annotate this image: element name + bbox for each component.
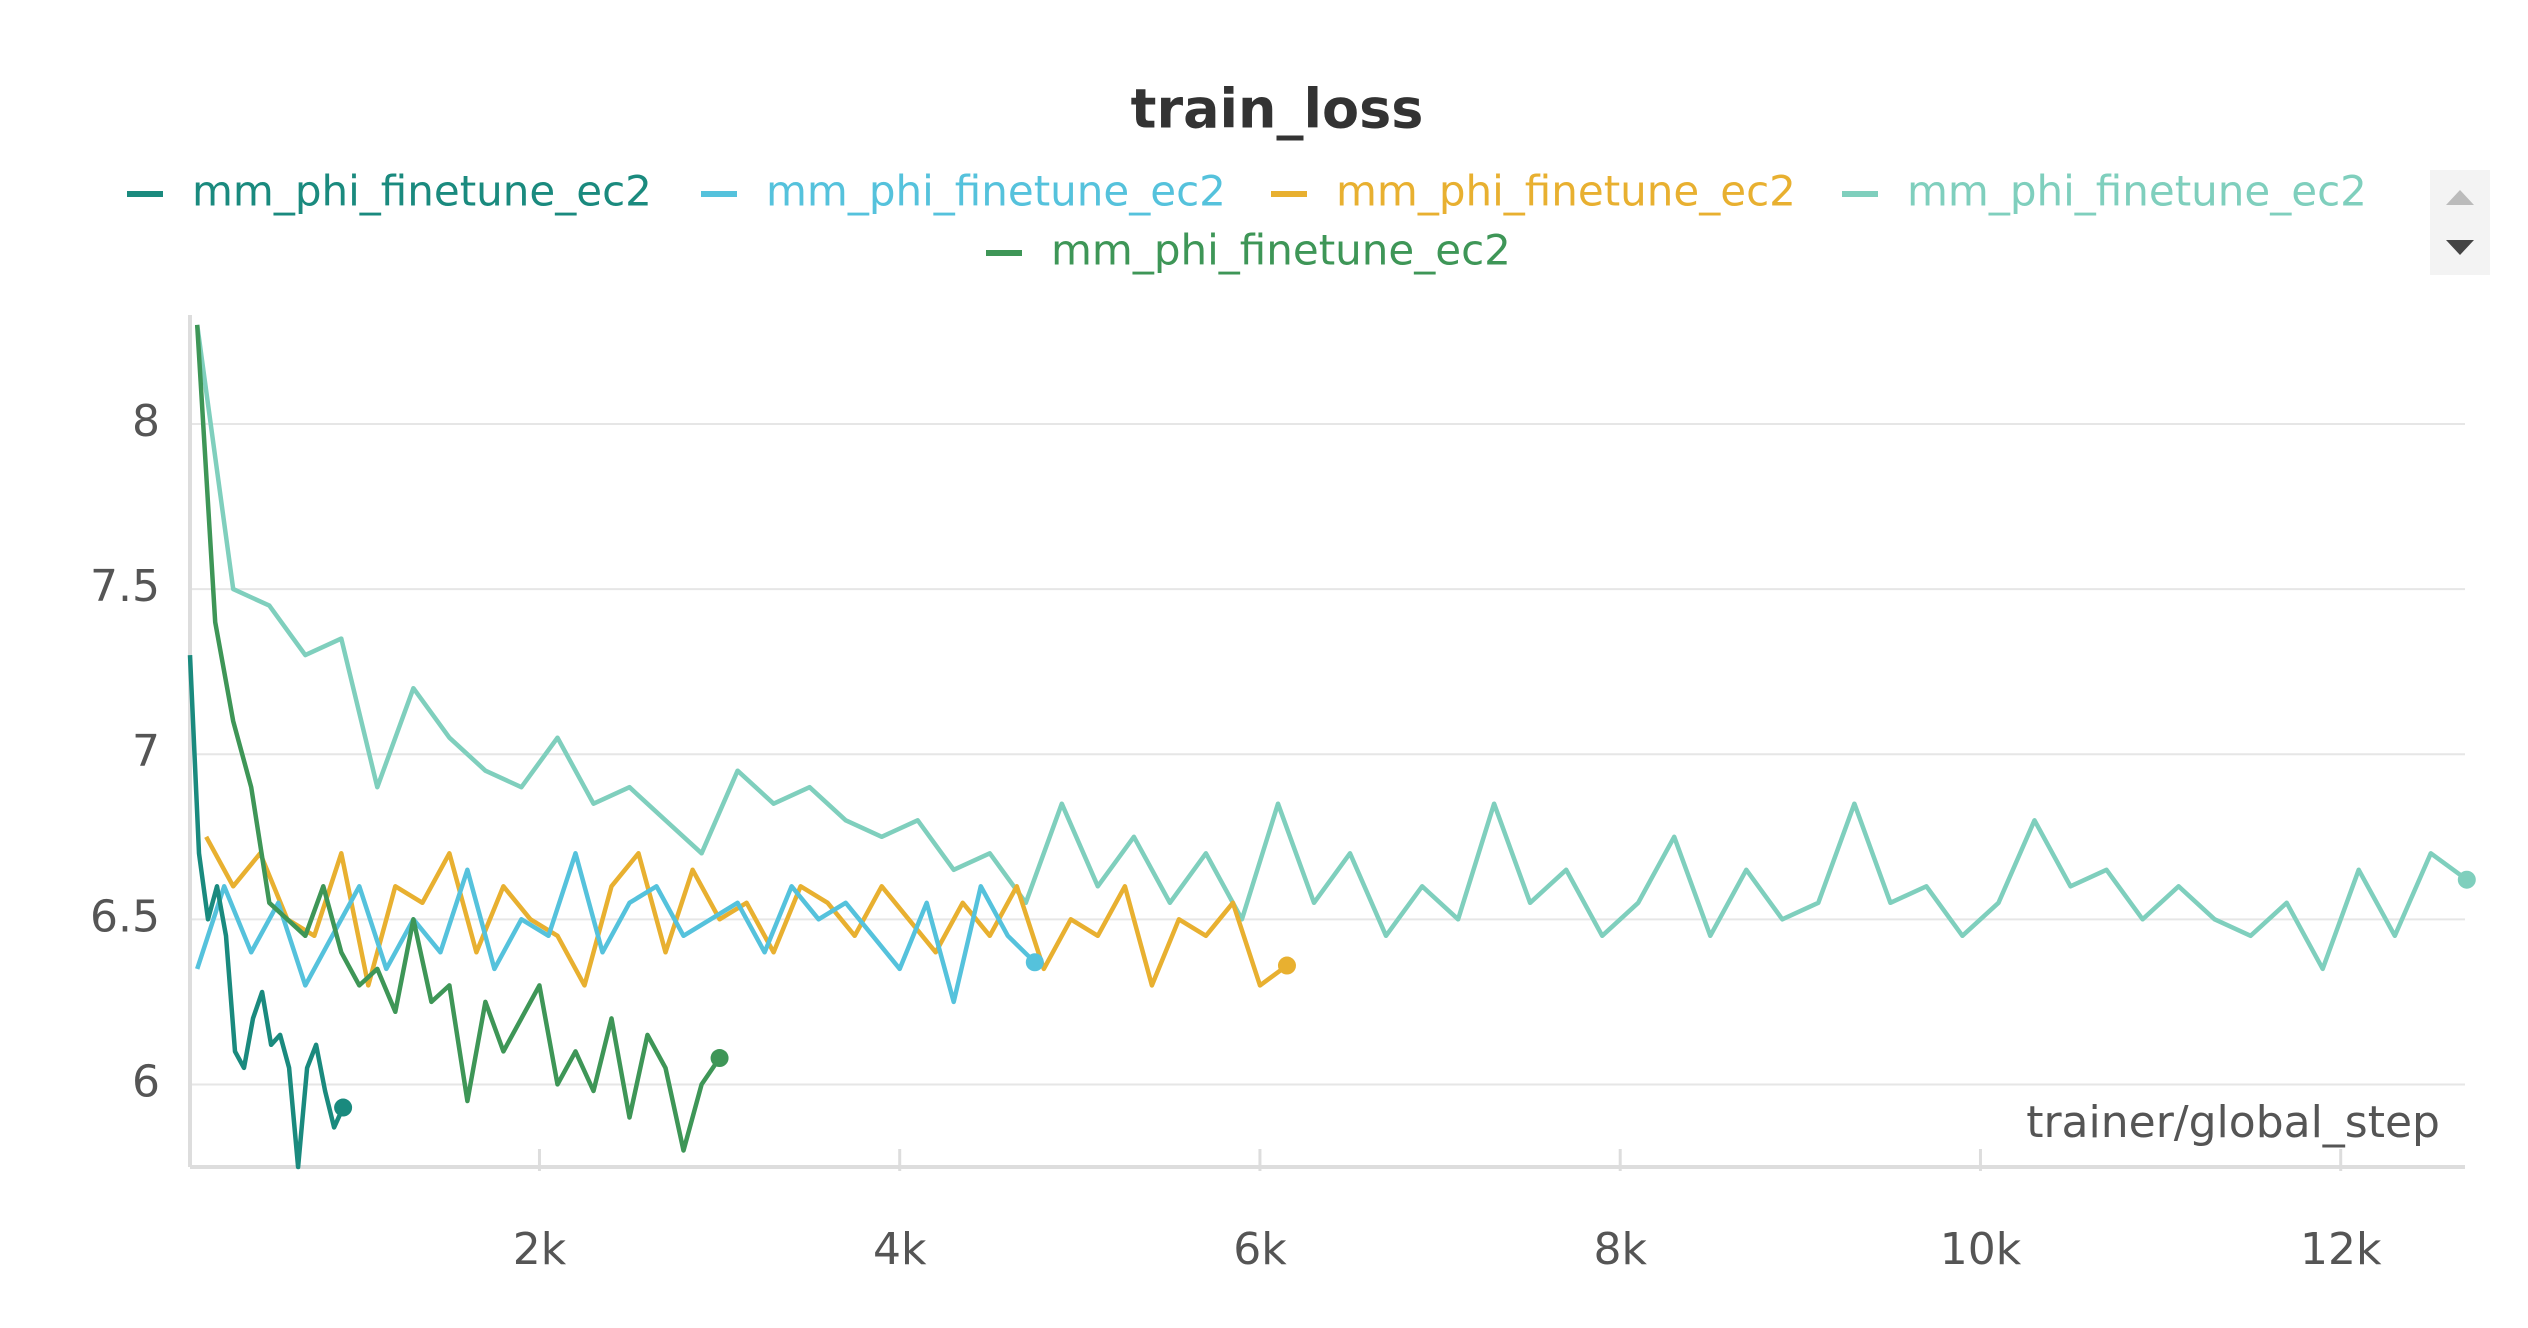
x-tick-label: 10k [1940,1224,2022,1275]
legend-label: mm_phi_finetune_ec2 [192,167,652,216]
series-end-dot [710,1049,729,1068]
x-tick-label: 2k [513,1224,567,1275]
legend-label: mm_phi_finetune_ec2 [1051,226,1511,275]
x-tick-label: 12k [2300,1224,2382,1275]
y-tick-label: 7 [132,726,160,777]
y-tick-label: 6.5 [90,891,160,942]
legend-scroll[interactable] [2430,170,2490,275]
y-tick-label: 8 [132,396,160,447]
series-line [195,851,1037,1005]
x-tick-label: 4k [873,1224,927,1275]
scroll-down[interactable] [2446,240,2474,255]
y-tick-label: 6 [132,1056,160,1107]
series-end-dot [334,1098,353,1117]
series-end-dot [1277,956,1296,975]
legend-label: mm_phi_finetune_ec2 [766,167,1226,216]
chart-title: train_loss [1131,78,1424,141]
series-line [204,835,1289,988]
x-tick-label: 6k [1233,1224,1287,1275]
series-line [194,324,2469,972]
scroll-up[interactable] [2446,190,2474,205]
series-end-dot [1025,953,1044,972]
x-axis-label: trainer/global_step [2026,1097,2440,1148]
legend-label: mm_phi_finetune_ec2 [1907,167,2367,216]
series-line [194,324,722,1153]
series-end-dot [2457,870,2476,889]
x-tick-label: 8k [1593,1224,1647,1275]
legend-label: mm_phi_finetune_ec2 [1336,167,1796,216]
series-line [187,654,346,1170]
legend-scroll-box [2430,170,2490,275]
y-tick-label: 7.5 [90,561,160,612]
